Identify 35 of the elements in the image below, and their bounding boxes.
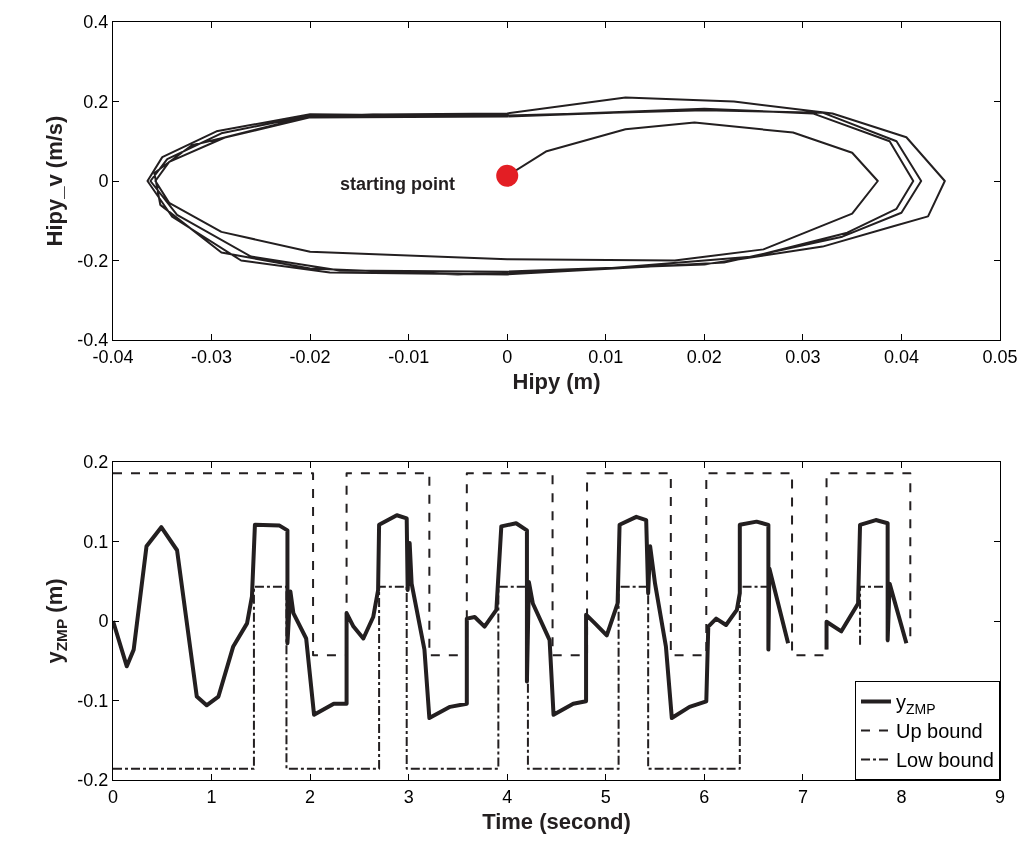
x-tick-label: 0.05 (982, 346, 1018, 367)
line-series (146, 96, 946, 276)
x-tick-label: 0.03 (785, 346, 821, 367)
x-tick-label: 7 (797, 786, 808, 807)
y-tick-label: 0 (98, 611, 109, 632)
x-tick-label: 5 (600, 786, 611, 807)
y-tick-label: 0.2 (83, 452, 109, 473)
x-tick-label: 8 (896, 786, 907, 807)
x-tick-label: 2 (305, 786, 316, 807)
x-tick-label: -0.03 (191, 346, 233, 367)
legend-label: Low bound (896, 749, 994, 772)
y-tick-label: -0.2 (77, 250, 109, 271)
x-tick-label: 0.01 (588, 346, 624, 367)
y-axis-title: Hipy_v (m/s) (42, 115, 68, 247)
x-tick-label: -0.02 (289, 346, 331, 367)
x-tick-label: 3 (403, 786, 414, 807)
x-tick-label: 6 (699, 786, 710, 807)
y-tick-label: 0.2 (83, 91, 109, 112)
y-tick-label: 0 (98, 171, 109, 192)
x-tick-label: -0.01 (388, 346, 430, 367)
legend-label: y$_{ZMP}$ (896, 691, 936, 717)
y-tick-label: 0.4 (83, 12, 109, 33)
legend-label: Up bound (896, 720, 983, 743)
x-tick-label: 4 (502, 786, 513, 807)
y-tick-label: -0.1 (77, 690, 109, 711)
x-axis-title: Hipy (m) (512, 369, 601, 395)
x-tick-label: 1 (206, 786, 217, 807)
x-tick-label: 9 (994, 786, 1006, 807)
y-tick-label: -0.2 (77, 770, 109, 791)
x-axis-title: Time (second) (482, 809, 631, 835)
x-tick-label: 0 (502, 346, 513, 367)
annotation: starting point (340, 174, 455, 194)
x-tick-label: 0.02 (686, 346, 722, 367)
x-tick-label: 0.04 (883, 346, 919, 367)
y-tick-label: 0.1 (83, 531, 109, 552)
